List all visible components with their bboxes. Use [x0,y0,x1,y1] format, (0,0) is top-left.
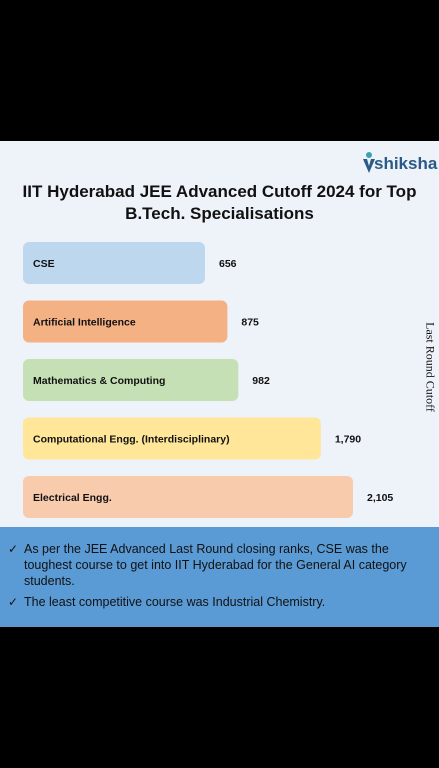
category-label: CSE [33,258,55,270]
bar [23,359,239,401]
logo-text: shiksha [374,154,438,173]
chart-title: IIT Hyderabad JEE Advanced Cutoff 2024 f… [22,182,417,223]
value-label: 875 [241,317,259,329]
check-icon: ✓ [8,542,19,556]
bar [23,300,228,343]
value-label: 982 [252,375,270,387]
value-label: 2,105 [367,492,393,504]
check-icon: ✓ [8,595,19,609]
infographic-card: shiksha IIT Hyderabad JEE Advanced Cutof… [0,141,439,627]
notes-panel: ✓ As per the JEE Advanced Last Round clo… [0,527,439,627]
category-label: Electrical Engg. [33,492,112,504]
value-label: 1,790 [335,434,361,446]
category-label: Artificial Intelligence [33,317,136,329]
note-text: As per the JEE Advanced Last Round closi… [24,542,407,588]
category-label: Mathematics & Computing [33,375,165,387]
bar-chart: CSE 656 Artificial Intelligence 875 Mathemat… [23,242,393,518]
bar [23,476,353,518]
bar [23,242,205,284]
shiksha-logo: shiksha [360,149,437,179]
category-label: Computational Engg. (Interdisciplinary) [33,434,230,446]
axis-label: Last Round Cutoff [423,322,438,412]
logo-figure-icon [363,152,375,173]
value-label: 656 [219,258,237,270]
bar [23,417,321,460]
note-text: The least competitive course was Industr… [24,595,326,609]
